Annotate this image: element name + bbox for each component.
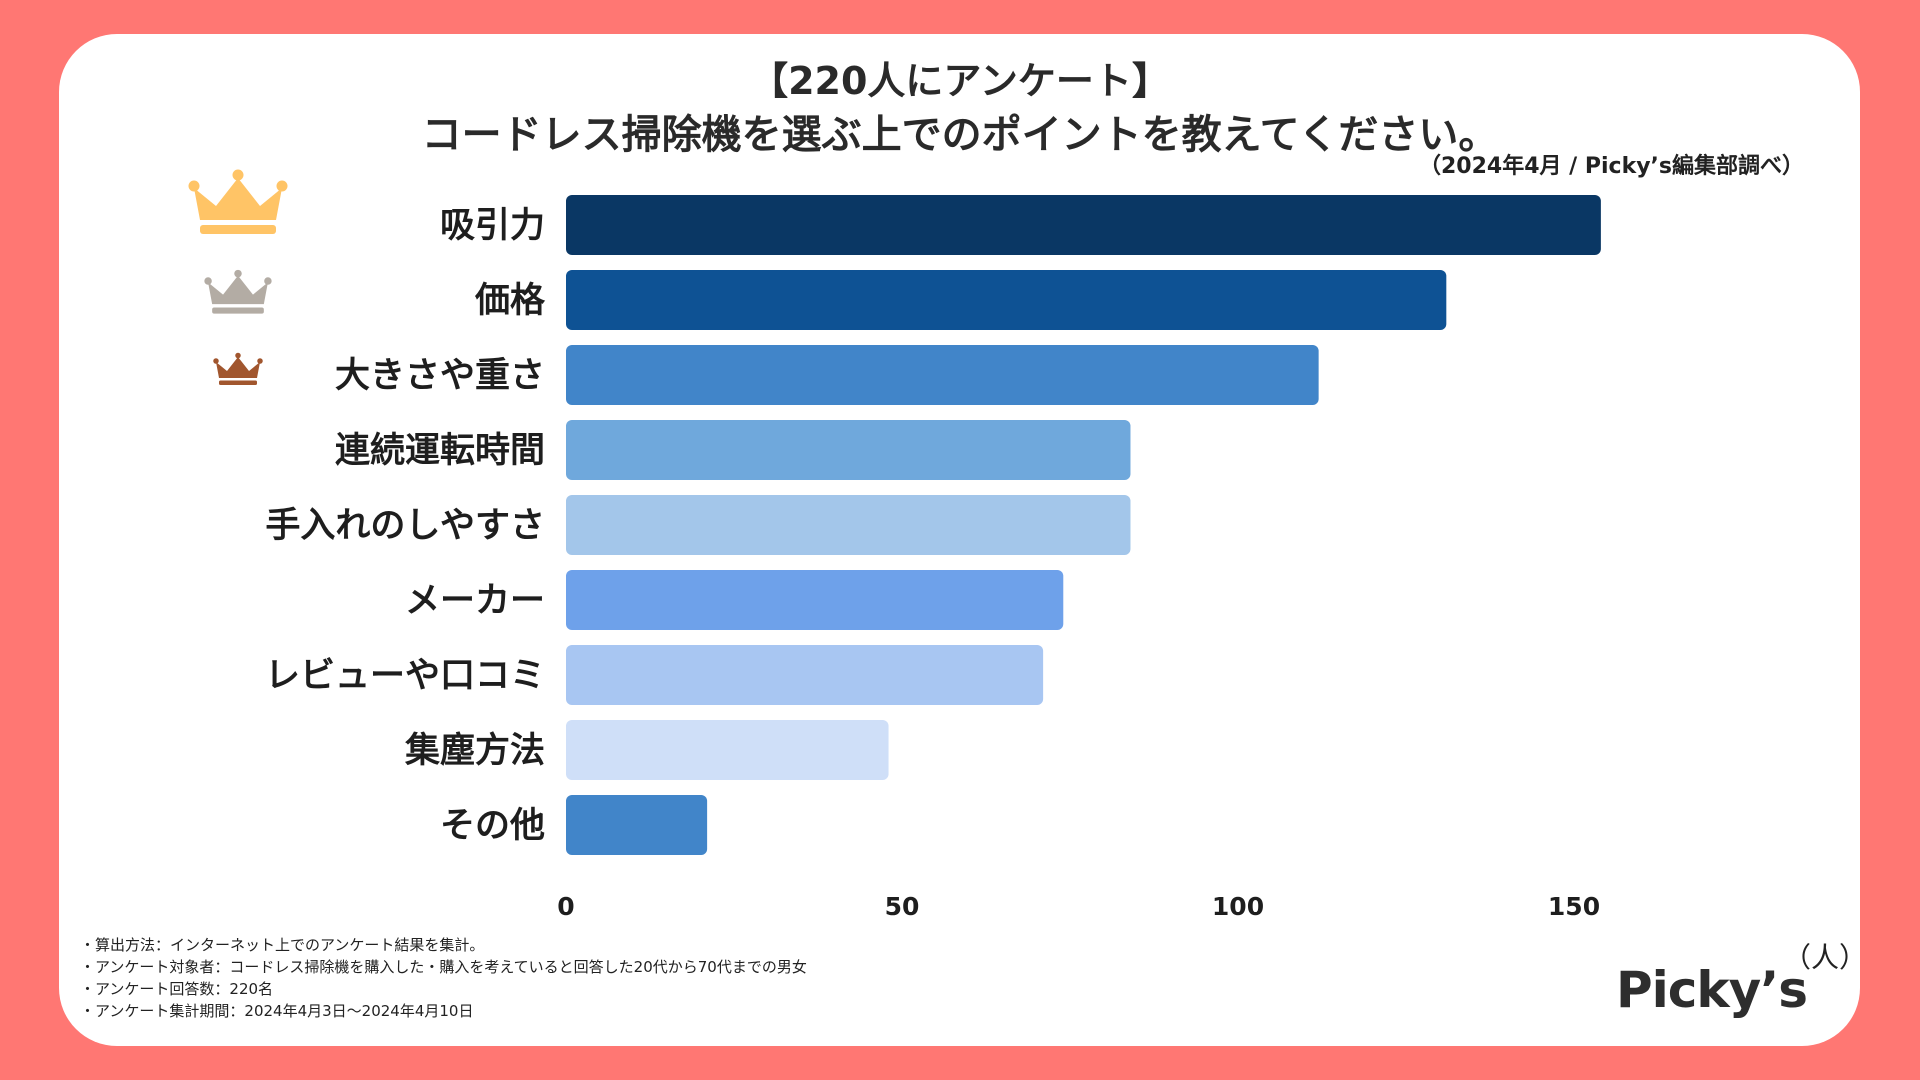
crown-body <box>216 357 260 378</box>
x-tick-label: 150 <box>1548 892 1600 921</box>
crown-band <box>212 307 264 314</box>
bar-6 <box>566 570 1064 630</box>
note-line: ・算出方法：インターネット上でのアンケート結果を集計。 <box>80 936 485 954</box>
crown-body <box>194 178 282 220</box>
crown-jewel <box>264 277 272 285</box>
crown-jewel <box>234 269 242 278</box>
x-tick-label: 100 <box>1212 892 1264 921</box>
crown-jewel <box>232 169 244 181</box>
crown-body <box>208 275 268 305</box>
category-label: その他 <box>440 806 545 846</box>
category-label: メーカー <box>405 581 545 621</box>
crown-jewel <box>257 358 263 364</box>
category-label: 集塵方法 <box>404 731 545 771</box>
crown-band <box>200 225 276 234</box>
category-label: 大きさや重さ <box>335 356 545 396</box>
bar-5 <box>566 495 1131 555</box>
category-label: レビューや口コミ <box>265 656 545 696</box>
category-label: 価格 <box>474 281 546 321</box>
bronze-crown-icon <box>213 352 263 385</box>
bar-7 <box>566 645 1044 705</box>
silver-crown-icon <box>204 269 272 314</box>
bar-9 <box>566 795 708 855</box>
bar-4 <box>566 420 1131 480</box>
category-label: 手入れのしやすさ <box>265 506 545 546</box>
crown-jewel <box>213 358 219 364</box>
category-label: 吸引力 <box>440 206 545 246</box>
crown-jewel <box>276 180 288 192</box>
x-tick-label: 0 <box>557 892 574 921</box>
source-note: （2024年4月 / Picky’s編集部調べ） <box>1418 154 1804 179</box>
chart-title-line-2: コードレス掃除機を選ぶ上でのポイントを教えてください。 <box>421 112 1499 158</box>
gold-crown-icon <box>188 169 288 234</box>
crown-band <box>219 380 257 385</box>
crown-jewel <box>188 180 200 192</box>
x-tick-label: 50 <box>885 892 920 921</box>
note-line: ・アンケート回答数：220名 <box>80 980 274 998</box>
category-label: 連続運転時間 <box>335 431 545 471</box>
axis-unit-label: （人） <box>1783 941 1868 974</box>
bar-3 <box>566 345 1319 405</box>
chart-title-line-1: 【220人にアンケート】 <box>750 59 1170 103</box>
bar-2 <box>566 270 1447 330</box>
methodology-notes: ・算出方法：インターネット上でのアンケート結果を集計。 ・アンケート対象者：コー… <box>80 934 807 1022</box>
bar-8 <box>566 720 889 780</box>
crown-jewel <box>204 277 212 285</box>
bar-1 <box>566 195 1601 255</box>
note-line: ・アンケート対象者：コードレス掃除機を購入した・購入を考えていると回答した20代… <box>80 958 807 976</box>
crown-jewel <box>235 352 241 359</box>
pickys-logo: Picky’s <box>1616 961 1808 1019</box>
note-line: ・アンケート集計期間：2024年4月3日〜2024年4月10日 <box>80 1002 474 1020</box>
